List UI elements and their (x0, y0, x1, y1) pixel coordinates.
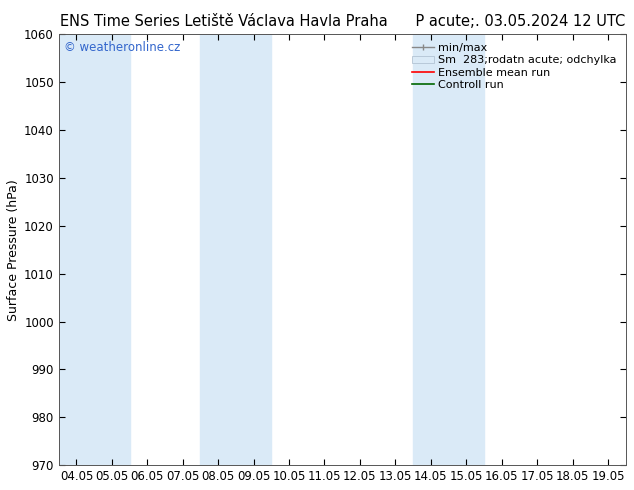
Y-axis label: Surface Pressure (hPa): Surface Pressure (hPa) (7, 179, 20, 320)
Bar (200, 34, 271, 465)
Title: ENS Time Series Letiště Václava Havla Praha      P acute;. 03.05.2024 12 UTC: ENS Time Series Letiště Václava Havla Pr… (60, 14, 625, 29)
Legend: min/max, Sm  283;rodatn acute; odchylka, Ensemble mean run, Controll run: min/max, Sm 283;rodatn acute; odchylka, … (408, 40, 620, 93)
Bar (59, 34, 129, 465)
Bar (413, 34, 484, 465)
Text: © weatheronline.cz: © weatheronline.cz (65, 41, 181, 54)
